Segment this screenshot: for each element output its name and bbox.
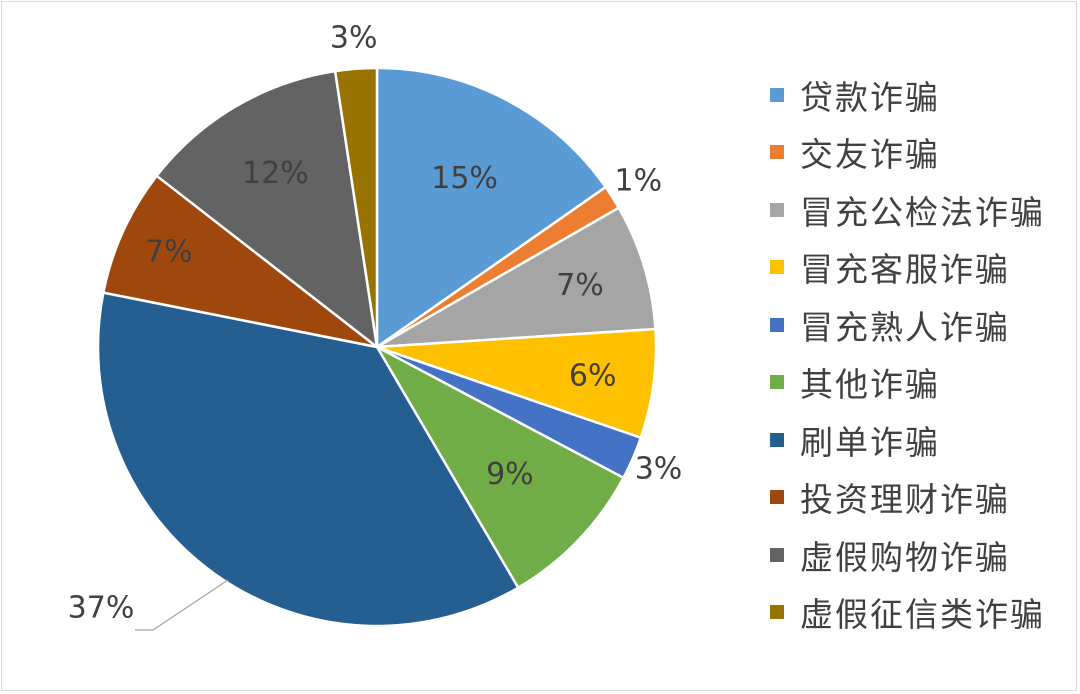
- data-label: 37%: [68, 591, 135, 626]
- legend-swatch: [770, 432, 784, 447]
- legend-label: 冒充公检法诈骗: [800, 192, 1045, 232]
- legend-item: 冒充公检法诈骗: [770, 181, 1045, 239]
- data-label: 12%: [242, 156, 309, 191]
- pie-slice: [96, 291, 520, 628]
- pie-slice: [333, 66, 379, 348]
- legend-swatch: [770, 145, 784, 160]
- legend-label: 冒充熟人诈骗: [800, 307, 1010, 347]
- legend-label: 冒充客服诈骗: [800, 250, 1010, 290]
- legend-swatch: [770, 375, 784, 390]
- data-label: 3%: [635, 452, 683, 487]
- legend-label: 交友诈骗: [800, 135, 940, 175]
- legend-swatch: [770, 202, 784, 217]
- legend-item: 冒充熟人诈骗: [770, 296, 1045, 354]
- leader-line: [135, 579, 229, 631]
- legend-swatch: [770, 490, 784, 505]
- legend-label: 贷款诈骗: [800, 77, 940, 117]
- legend: 贷款诈骗交友诈骗冒充公检法诈骗 冒充客服诈骗 冒充熟人诈骗 其他诈骗刷单诈骗投资理财诈…: [770, 66, 1045, 641]
- legend-item: 刷单诈骗: [770, 411, 1045, 469]
- legend-label: 虚假征信类诈骗: [800, 595, 1045, 635]
- data-label: 9%: [486, 457, 534, 492]
- legend-item: 虚假征信类诈骗: [770, 584, 1045, 642]
- legend-item: 虚假购物诈骗: [770, 526, 1045, 584]
- data-label: 7%: [556, 268, 604, 303]
- legend-swatch: [770, 605, 784, 620]
- pie-slice: [154, 69, 379, 350]
- legend-swatch: [770, 260, 784, 275]
- data-label: 6%: [569, 358, 617, 393]
- legend-item: 投资理财诈骗: [770, 469, 1045, 527]
- legend-swatch: [770, 317, 784, 332]
- legend-item: 其他诈骗: [770, 354, 1045, 412]
- pie-chart: 15% 1% 7% 6% 3% 9% 37% 7% 12% 3%: [68, 21, 683, 631]
- pie-slice: [375, 66, 608, 350]
- legend-item: 交友诈骗: [770, 124, 1045, 182]
- pie-slice: [101, 174, 378, 349]
- legend-label: 刷单诈骗: [800, 422, 940, 462]
- legend-label: 投资理财诈骗: [800, 480, 1010, 520]
- data-label: 15%: [431, 161, 498, 196]
- data-label: 3%: [330, 21, 378, 56]
- legend-label: 其他诈骗: [800, 365, 940, 405]
- legend-swatch: [770, 547, 784, 562]
- data-label: 1%: [615, 163, 663, 198]
- pie-slice: [373, 343, 626, 590]
- pie-slice: [376, 206, 657, 349]
- legend-item: 冒充客服诈骗: [770, 239, 1045, 297]
- legend-swatch: [770, 87, 784, 102]
- legend-item: 贷款诈骗: [770, 66, 1045, 124]
- legend-label: 虚假购物诈骗: [800, 537, 1010, 577]
- data-label: 7%: [145, 235, 193, 270]
